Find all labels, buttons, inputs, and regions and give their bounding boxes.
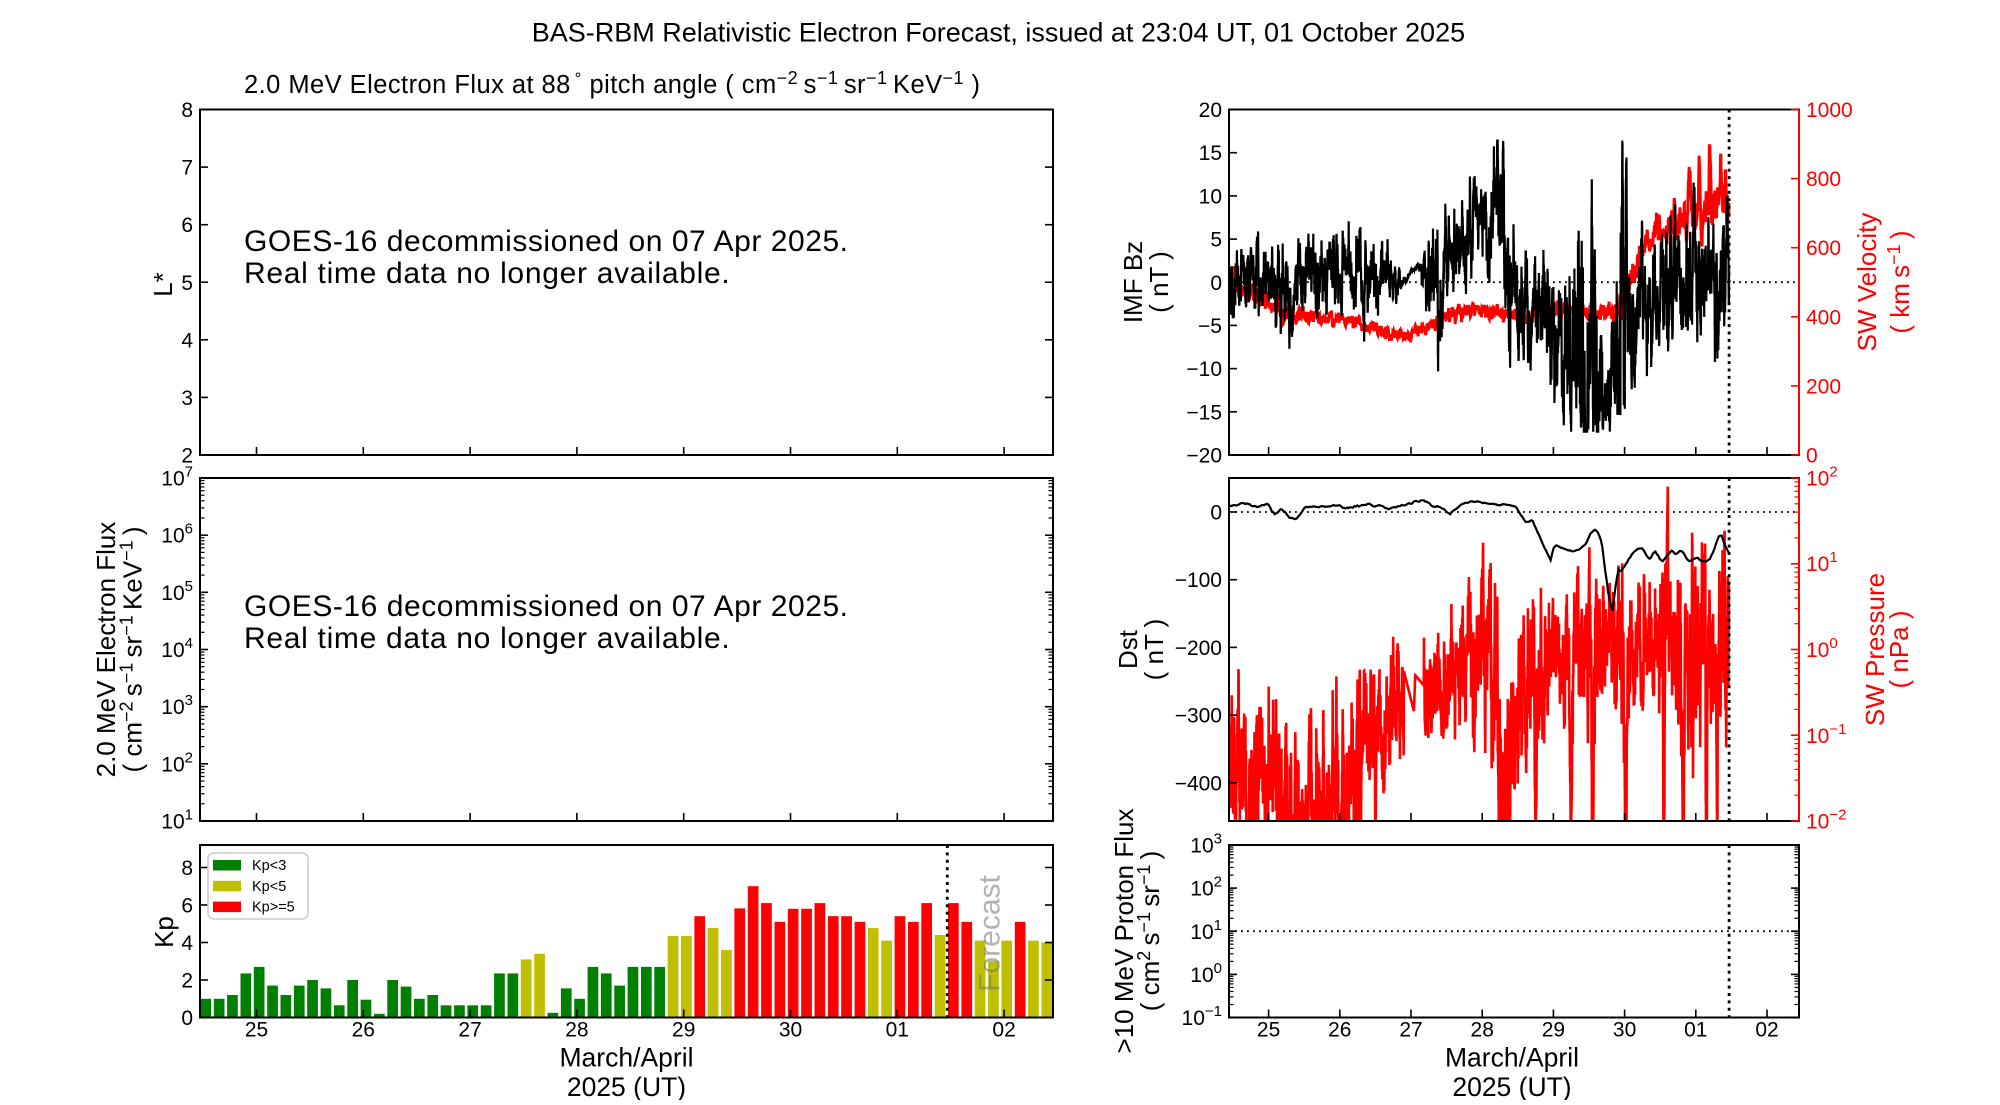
svg-text:0: 0 — [1210, 502, 1222, 525]
svg-text:26: 26 — [352, 1019, 375, 1042]
svg-text:2.0 MeV Electron Flux at 88 °: 2.0 MeV Electron Flux at 88 ° pitch angl… — [244, 68, 980, 99]
svg-text:1000: 1000 — [1806, 99, 1853, 122]
svg-text:( nT ): ( nT ) — [1144, 251, 1174, 313]
svg-text:0: 0 — [181, 1007, 193, 1030]
svg-text:>10 MeV Proton Flux: >10 MeV Proton Flux — [1109, 809, 1139, 1054]
svg-text:01: 01 — [1684, 1019, 1707, 1042]
svg-text:−300: −300 — [1175, 705, 1222, 728]
svg-text:SW Velocity: SW Velocity — [1852, 213, 1882, 352]
svg-text:SW Pressure: SW Pressure — [1860, 573, 1890, 726]
svg-text:29: 29 — [1542, 1019, 1565, 1042]
svg-text:−15: −15 — [1186, 401, 1222, 424]
svg-text:BAS-RBM Relativistic Electron: BAS-RBM Relativistic Electron Forecast, … — [532, 18, 1465, 48]
svg-text:March/April: March/April — [559, 1043, 693, 1073]
svg-text:IMF Bz: IMF Bz — [1118, 241, 1148, 323]
svg-text:30: 30 — [1613, 1019, 1636, 1042]
svg-text:28: 28 — [1471, 1019, 1494, 1042]
svg-text:5: 5 — [181, 272, 193, 295]
svg-text:02: 02 — [1755, 1019, 1778, 1042]
svg-text:Real time data no longer avail: Real time data no longer available. — [244, 257, 730, 290]
svg-text:20: 20 — [1199, 99, 1222, 122]
svg-text:2: 2 — [181, 970, 193, 993]
svg-text:6: 6 — [181, 214, 193, 237]
svg-text:5: 5 — [1210, 229, 1222, 252]
svg-text:10−1: 10−1 — [1182, 1003, 1222, 1030]
svg-text:−100: −100 — [1175, 569, 1222, 592]
svg-text:600: 600 — [1806, 237, 1841, 260]
svg-text:30: 30 — [779, 1019, 802, 1042]
svg-text:GOES-16 decommissioned on 07 A: GOES-16 decommissioned on 07 Apr 2025. — [244, 590, 849, 623]
svg-text:Kp<5: Kp<5 — [252, 879, 286, 895]
svg-text:28: 28 — [565, 1019, 588, 1042]
svg-text:−200: −200 — [1175, 637, 1222, 660]
svg-text:27: 27 — [458, 1019, 481, 1042]
svg-text:25: 25 — [245, 1019, 268, 1042]
svg-text:−20: −20 — [1186, 445, 1222, 468]
svg-text:( nT ): ( nT ) — [1139, 619, 1169, 681]
svg-text:−10: −10 — [1186, 358, 1222, 381]
svg-text:0: 0 — [1210, 272, 1222, 295]
svg-text:800: 800 — [1806, 168, 1841, 191]
svg-text:4: 4 — [181, 932, 193, 955]
svg-text:26: 26 — [1328, 1019, 1351, 1042]
svg-text:400: 400 — [1806, 306, 1841, 329]
svg-text:2025 (UT): 2025 (UT) — [1452, 1072, 1571, 1100]
svg-text:−400: −400 — [1175, 772, 1222, 795]
svg-text:02: 02 — [992, 1019, 1015, 1042]
svg-text:Kp: Kp — [149, 916, 179, 948]
svg-text:Kp>=5: Kp>=5 — [252, 900, 295, 916]
svg-text:Kp<3: Kp<3 — [252, 858, 286, 874]
svg-text:Dst: Dst — [1113, 629, 1143, 669]
svg-text:8: 8 — [181, 99, 193, 122]
svg-text:Forecast: Forecast — [974, 874, 1007, 991]
svg-text:( cm−2 s−1 sr−1 KeV−1 ): ( cm−2 s−1 sr−1 KeV−1 ) — [117, 527, 148, 773]
svg-text:25: 25 — [1257, 1019, 1280, 1042]
svg-text:2.0 MeV Electron Flux: 2.0 MeV Electron Flux — [91, 522, 121, 778]
svg-text:4: 4 — [181, 329, 193, 352]
svg-text:2: 2 — [181, 445, 193, 468]
svg-text:2025 (UT): 2025 (UT) — [567, 1072, 686, 1100]
svg-text:29: 29 — [672, 1019, 695, 1042]
svg-text:10: 10 — [1199, 185, 1222, 208]
svg-text:−5: −5 — [1198, 315, 1222, 338]
svg-text:8: 8 — [181, 857, 193, 880]
svg-text:6: 6 — [181, 895, 193, 918]
svg-text:0: 0 — [1806, 445, 1818, 468]
svg-text:101: 101 — [1806, 549, 1838, 576]
svg-text:GOES-16 decommissioned on 07 A: GOES-16 decommissioned on 07 Apr 2025. — [244, 225, 849, 258]
svg-text:Real time data no longer avail: Real time data no longer available. — [244, 622, 730, 655]
svg-text:March/April: March/April — [1445, 1043, 1579, 1073]
svg-text:01: 01 — [886, 1019, 909, 1042]
svg-text:( nPa ): ( nPa ) — [1884, 610, 1914, 688]
svg-text:7: 7 — [181, 157, 193, 180]
svg-text:200: 200 — [1806, 375, 1841, 398]
svg-text:27: 27 — [1399, 1019, 1422, 1042]
svg-text:L*: L* — [148, 272, 178, 297]
svg-text:3: 3 — [181, 387, 193, 410]
svg-text:15: 15 — [1199, 142, 1222, 165]
